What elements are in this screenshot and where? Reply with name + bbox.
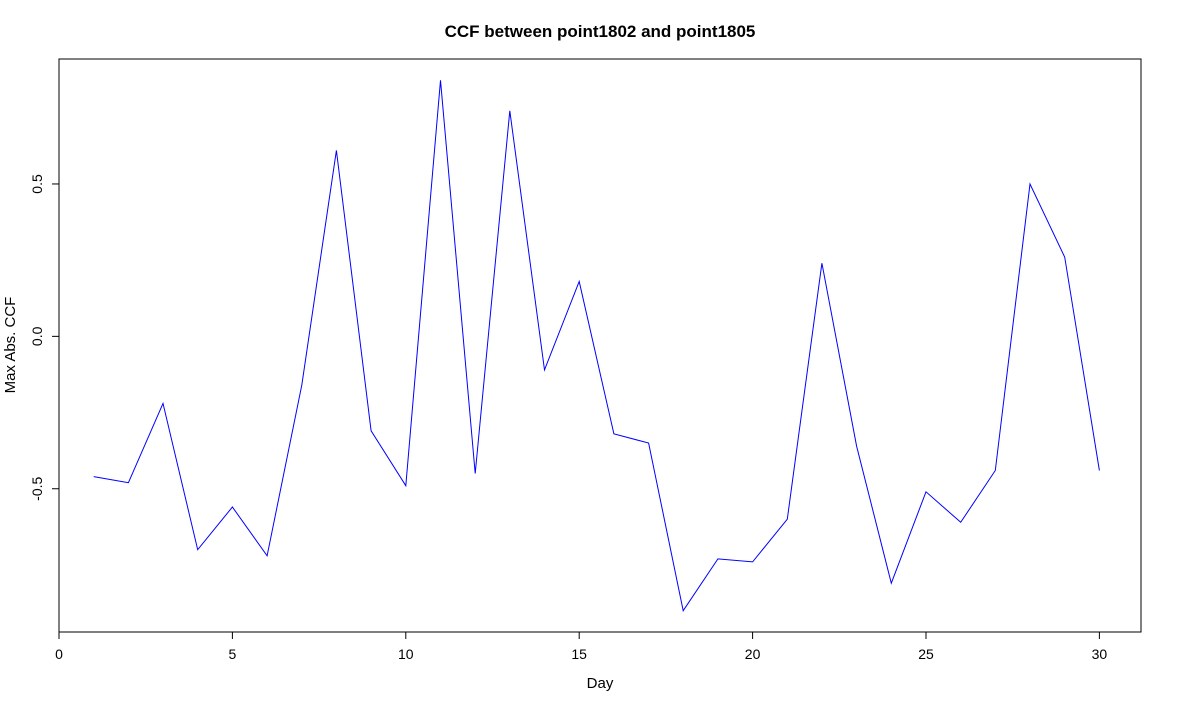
x-axis-label: Day <box>587 675 614 692</box>
chart-title: CCF between point1802 and point1805 <box>445 22 756 41</box>
series-layer <box>93 80 1100 612</box>
x-tick-label: 5 <box>228 646 236 662</box>
x-tick-label: 10 <box>398 646 414 662</box>
y-axis-label: Max Abs. CCF <box>2 297 19 394</box>
x-tick-label: 20 <box>745 646 761 662</box>
x-tick-label: 0 <box>55 646 63 662</box>
series-line <box>93 80 1100 612</box>
y-tick-label: 0.0 <box>29 326 45 346</box>
x-tick-label: 30 <box>1092 646 1108 662</box>
plot-frame <box>58 58 1142 633</box>
x-tick-label: 15 <box>571 646 587 662</box>
y-tick-label: 0.5 <box>29 174 45 194</box>
x-tick-label: 25 <box>918 646 934 662</box>
y-axis: -0.5 0.0 0.5 <box>29 174 60 501</box>
x-axis: 0 5 10 15 20 25 30 <box>55 631 1108 662</box>
y-tick-label: -0.5 <box>29 476 45 500</box>
